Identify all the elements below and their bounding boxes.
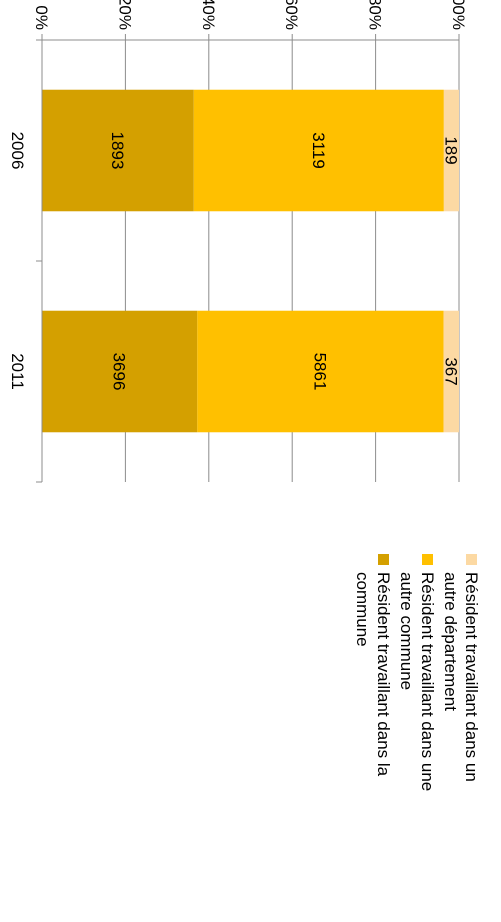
legend-label: Résident travaillant dans lacommune [353,572,393,777]
legend-swatch [422,554,433,565]
legend-label-line: Résident travaillant dans un [462,572,481,782]
data-label: 367 [441,357,460,385]
data-label: 189 [441,136,460,164]
bar-segment [197,310,444,433]
bar-segment [193,89,444,212]
y-tick-label: 0% [32,5,51,30]
legend-label: Résident travaillant dans uneautre commu… [397,572,437,791]
bar-segment [41,89,194,212]
legend-label-line: Résident travaillant dans une [418,572,437,791]
legend-label: Résident travaillant dans unautre départ… [441,572,481,782]
x-tick-label: 2011 [8,353,27,390]
axes: 0% 20% 40% 60% 80% 100% 2006 2011 [8,0,468,483]
x-tick-label: 2006 [8,132,27,170]
data-label: 1893 [108,132,127,170]
legend-swatch [466,554,477,565]
legend-label-line: autre département [441,572,460,711]
legend-label-line: commune [353,572,372,647]
legend: Résident travaillant dans unautre départ… [353,554,481,791]
bars: 1893 3119 189 3696 5861 367 [41,89,460,433]
y-tick-label: 20% [115,0,134,30]
y-tick-label: 40% [199,0,218,30]
bar-segment [443,310,459,433]
y-tick-label: 80% [366,0,385,30]
legend-swatch [378,554,389,565]
data-label: 5861 [310,353,329,391]
y-tick-label: 100% [449,0,468,30]
data-label: 3696 [110,353,129,391]
data-label: 3119 [309,132,328,169]
bar-segment [41,310,198,433]
legend-label-line: autre commune [397,572,416,690]
y-tick-label: 60% [282,0,301,30]
rotated-chart-group: 1893 3119 189 3696 5861 367 0% 20% 40% 60% 80% 100… [8,0,481,791]
legend-label-line: Résident travaillant dans la [374,572,393,777]
bar-segment [443,89,459,212]
